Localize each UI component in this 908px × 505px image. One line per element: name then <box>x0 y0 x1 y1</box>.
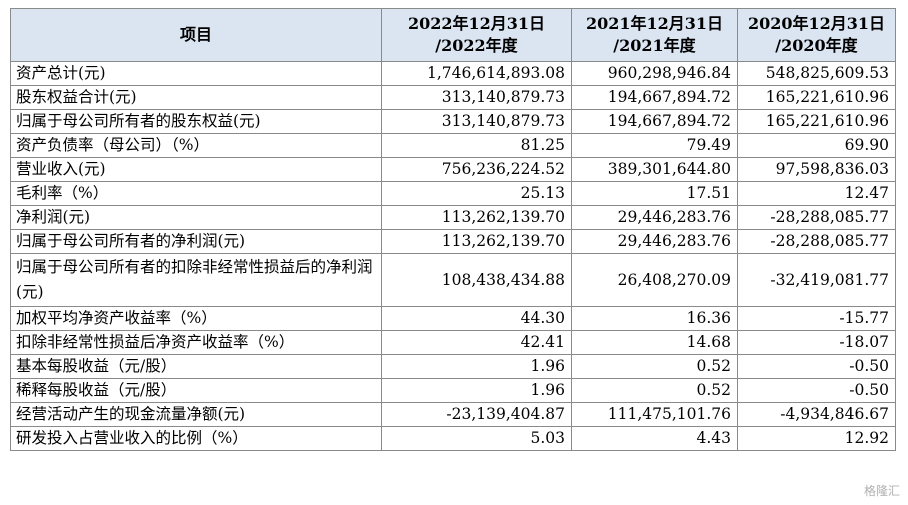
cell-2021: 16.36 <box>571 306 738 331</box>
row-label: 归属于母公司所有者的扣除非经常性损益后的净利润(元) <box>10 253 382 307</box>
table-row: 资产负债率（母公司）（%） 81.25 79.49 69.90 <box>10 133 896 158</box>
table-row: 基本每股收益（元/股） 1.96 0.52 -0.50 <box>10 354 896 379</box>
cell-2022: 113,262,139.70 <box>381 205 572 230</box>
cell-2021: 14.68 <box>571 330 738 355</box>
cell-2020: -28,288,085.77 <box>737 205 896 230</box>
financial-summary-table: 项目 2022年12月31日 /2022年度 2021年12月31日 /2021… <box>10 8 896 451</box>
cell-2022: 108,438,434.88 <box>381 253 572 307</box>
cell-2022: 756,236,224.52 <box>381 157 572 182</box>
row-label: 归属于母公司所有者的股东权益(元) <box>10 109 382 134</box>
cell-2022: 1,746,614,893.08 <box>381 61 572 86</box>
cell-2021: 4.43 <box>571 426 738 451</box>
row-label: 资产负债率（母公司）（%） <box>10 133 382 158</box>
cell-2021: 29,446,283.76 <box>571 229 738 254</box>
cell-2021: 194,667,894.72 <box>571 109 738 134</box>
table-row: 研发投入占营业收入的比例（%） 5.03 4.43 12.92 <box>10 426 896 451</box>
financial-table-container: 项目 2022年12月31日 /2022年度 2021年12月31日 /2021… <box>10 8 896 451</box>
table-row: 加权平均净资产收益率（%） 44.30 16.36 -15.77 <box>10 306 896 331</box>
cell-2021: 0.52 <box>571 354 738 379</box>
cell-2021: 389,301,644.80 <box>571 157 738 182</box>
table-row: 归属于母公司所有者的净利润(元) 113,262,139.70 29,446,2… <box>10 229 896 254</box>
table-row: 股东权益合计(元) 313,140,879.73 194,667,894.72 … <box>10 85 896 110</box>
row-label: 归属于母公司所有者的净利润(元) <box>10 229 382 254</box>
cell-2022: 113,262,139.70 <box>381 229 572 254</box>
table-row: 营业收入(元) 756,236,224.52 389,301,644.80 97… <box>10 157 896 182</box>
row-label: 基本每股收益（元/股） <box>10 354 382 379</box>
cell-2020: 12.47 <box>737 181 896 206</box>
cell-2021: 0.52 <box>571 378 738 403</box>
cell-2020: -32,419,081.77 <box>737 253 896 307</box>
cell-2020: 69.90 <box>737 133 896 158</box>
cell-2021: 26,408,270.09 <box>571 253 738 307</box>
table-row: 毛利率（%） 25.13 17.51 12.47 <box>10 181 896 206</box>
cell-2020: 12.92 <box>737 426 896 451</box>
row-label: 净利润(元) <box>10 205 382 230</box>
cell-2021: 29,446,283.76 <box>571 205 738 230</box>
header-2021: 2021年12月31日 /2021年度 <box>571 8 738 62</box>
cell-2020: -0.50 <box>737 354 896 379</box>
table-row: 归属于母公司所有者的扣除非经常性损益后的净利润(元) 108,438,434.8… <box>10 253 896 307</box>
table-row: 稀释每股收益（元/股） 1.96 0.52 -0.50 <box>10 378 896 403</box>
cell-2020: -18.07 <box>737 330 896 355</box>
cell-2022: 1.96 <box>381 354 572 379</box>
table-row: 资产总计(元) 1,746,614,893.08 960,298,946.84 … <box>10 61 896 86</box>
cell-2021: 17.51 <box>571 181 738 206</box>
cell-2021: 79.49 <box>571 133 738 158</box>
row-label: 加权平均净资产收益率（%） <box>10 306 382 331</box>
cell-2020: -4,934,846.67 <box>737 402 896 427</box>
row-label: 研发投入占营业收入的比例（%） <box>10 426 382 451</box>
cell-2021: 960,298,946.84 <box>571 61 738 86</box>
watermark-logo: 格隆汇 <box>863 484 900 498</box>
header-2020: 2020年12月31日 /2020年度 <box>737 8 896 62</box>
cell-2022: -23,139,404.87 <box>381 402 572 427</box>
header-2022: 2022年12月31日 /2022年度 <box>381 8 572 62</box>
cell-2020: -0.50 <box>737 378 896 403</box>
row-label: 股东权益合计(元) <box>10 85 382 110</box>
cell-2020: 548,825,609.53 <box>737 61 896 86</box>
cell-2022: 5.03 <box>381 426 572 451</box>
table-header-row: 项目 2022年12月31日 /2022年度 2021年12月31日 /2021… <box>10 8 896 62</box>
cell-2021: 194,667,894.72 <box>571 85 738 110</box>
row-label: 毛利率（%） <box>10 181 382 206</box>
row-label: 经营活动产生的现金流量净额(元) <box>10 402 382 427</box>
row-label: 营业收入(元) <box>10 157 382 182</box>
cell-2022: 1.96 <box>381 378 572 403</box>
cell-2020: -15.77 <box>737 306 896 331</box>
cell-2020: 165,221,610.96 <box>737 85 896 110</box>
cell-2022: 313,140,879.73 <box>381 85 572 110</box>
table-row: 归属于母公司所有者的股东权益(元) 313,140,879.73 194,667… <box>10 109 896 134</box>
cell-2022: 313,140,879.73 <box>381 109 572 134</box>
row-label: 资产总计(元) <box>10 61 382 86</box>
cell-2022: 81.25 <box>381 133 572 158</box>
cell-2022: 44.30 <box>381 306 572 331</box>
row-label: 稀释每股收益（元/股） <box>10 378 382 403</box>
table-row: 净利润(元) 113,262,139.70 29,446,283.76 -28,… <box>10 205 896 230</box>
cell-2021: 111,475,101.76 <box>571 402 738 427</box>
table-row: 经营活动产生的现金流量净额(元) -23,139,404.87 111,475,… <box>10 402 896 427</box>
cell-2022: 42.41 <box>381 330 572 355</box>
header-item: 项目 <box>10 8 382 62</box>
cell-2020: 165,221,610.96 <box>737 109 896 134</box>
cell-2020: 97,598,836.03 <box>737 157 896 182</box>
cell-2020: -28,288,085.77 <box>737 229 896 254</box>
cell-2022: 25.13 <box>381 181 572 206</box>
row-label: 扣除非经常性损益后净资产收益率（%） <box>10 330 382 355</box>
table-row: 扣除非经常性损益后净资产收益率（%） 42.41 14.68 -18.07 <box>10 330 896 355</box>
